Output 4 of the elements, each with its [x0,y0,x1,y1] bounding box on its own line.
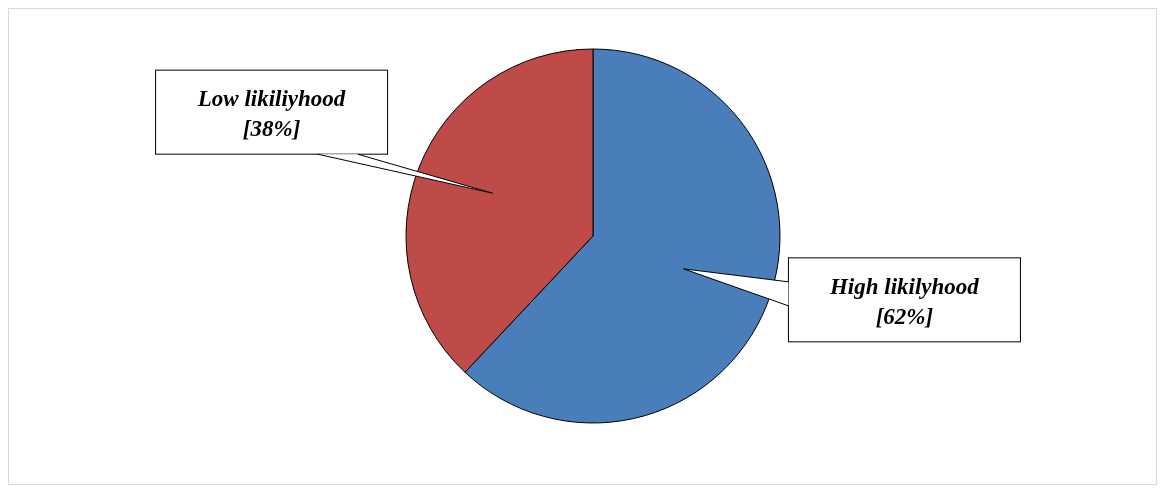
data-label: [62%] [875,303,934,329]
slice-label: Low likiliyhood [196,86,346,112]
legend-label: High likilyhood [828,273,980,299]
data-label: [38%] [242,116,301,142]
